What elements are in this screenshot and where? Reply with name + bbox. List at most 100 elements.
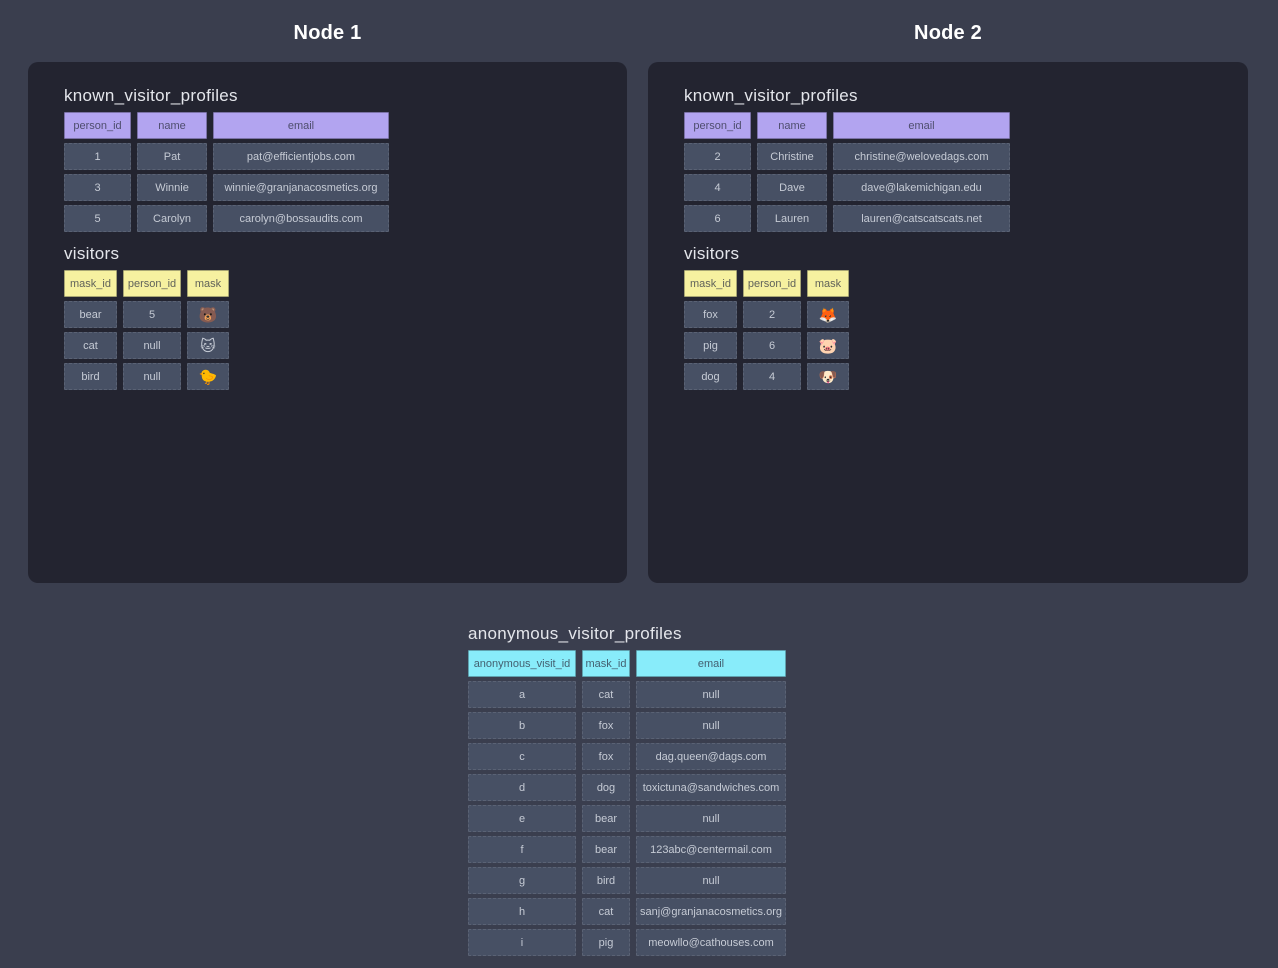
table-cell: bird [582, 867, 630, 894]
table-header-row: mask_id person_id mask [684, 270, 1212, 297]
node-2-title: Node 2 [914, 22, 982, 44]
table-cell: bear [582, 836, 630, 863]
column-header-person_id: person_id [123, 270, 181, 297]
table-cell: Carolyn [137, 205, 207, 232]
table-cell: fox [684, 301, 737, 328]
visitors-title: visitors [684, 244, 740, 263]
column-header-mask: mask [187, 270, 229, 297]
table-row: pig 6 🐷 [684, 332, 1212, 359]
table-header-row: person_id name email [64, 112, 591, 139]
table-cell: 123abc@centermail.com [636, 836, 786, 863]
table-row: 1 Pat pat@efficientjobs.com [64, 143, 591, 170]
node-2-known-visitor-profiles-table: person_id name email 2 Christine christine@we… [684, 112, 1212, 232]
table-cell: bear [582, 805, 630, 832]
table-row: b fox null [468, 712, 786, 739]
known-visitor-profiles-title: known_visitor_profiles [684, 86, 858, 105]
table-row: bear 5 🐻 [64, 301, 591, 328]
column-header-mask_id: mask_id [684, 270, 737, 297]
table-header-row: mask_id person_id mask [64, 270, 591, 297]
table-cell: d [468, 774, 576, 801]
table-row: 2 Christine christine@welovedags.com [684, 143, 1212, 170]
table-cell: null [636, 867, 786, 894]
table-cell: 5 [123, 301, 181, 328]
column-header-name: name [757, 112, 827, 139]
table-cell: cat [582, 898, 630, 925]
mask-emoji-cell: 🐤 [187, 363, 229, 390]
anonymous-visitor-profiles-table: anonymous_visit_id mask_id email a cat null b f… [468, 650, 786, 956]
table-row: d dog toxictuna@sandwiches.com [468, 774, 786, 801]
table-row: c fox dag.queen@dags.com [468, 743, 786, 770]
column-header-person_id: person_id [684, 112, 751, 139]
table-cell: g [468, 867, 576, 894]
table-cell: christine@welovedags.com [833, 143, 1010, 170]
column-header-person_id: person_id [64, 112, 131, 139]
table-cell: cat [64, 332, 117, 359]
table-cell: pig [582, 929, 630, 956]
table-row: g bird null [468, 867, 786, 894]
mask-emoji-cell: 🐻 [187, 301, 229, 328]
table-row: 4 Dave dave@lakemichigan.edu [684, 174, 1212, 201]
node-2-visitors-table: mask_id person_id mask fox 2 🦊 pig 6 🐷 dog 4 🐶 [684, 270, 1212, 390]
node-1-title: Node 1 [293, 22, 362, 44]
column-header-mask: mask [807, 270, 849, 297]
table-cell: Pat [137, 143, 207, 170]
table-cell: null [123, 363, 181, 390]
node-1-visitors-table: mask_id person_id mask bear 5 🐻 cat null 🐱 bird nu… [64, 270, 591, 390]
table-cell: Lauren [757, 205, 827, 232]
known-visitor-profiles-title: known_visitor_profiles [64, 86, 238, 105]
table-row: 3 Winnie winnie@granjanacosmetics.org [64, 174, 591, 201]
table-cell: dog [684, 363, 737, 390]
table-row: f bear 123abc@centermail.com [468, 836, 786, 863]
anonymous-visitor-profiles-section: anonymous_visitor_profiles anonymous_vis… [468, 624, 786, 960]
table-cell: 6 [743, 332, 801, 359]
mask-emoji-cell: 🦊 [807, 301, 849, 328]
table-cell: 2 [684, 143, 751, 170]
table-cell: null [636, 681, 786, 708]
column-header-person_id: person_id [743, 270, 801, 297]
table-cell: e [468, 805, 576, 832]
column-header-email: email [636, 650, 786, 677]
table-header-row: anonymous_visit_id mask_id email [468, 650, 786, 677]
table-cell: Christine [757, 143, 827, 170]
node-1-known-visitor-profiles-table: person_id name email 1 Pat pat@efficientjobs.… [64, 112, 591, 232]
table-cell: 4 [743, 363, 801, 390]
table-cell: f [468, 836, 576, 863]
table-row: 6 Lauren lauren@catscatscats.net [684, 205, 1212, 232]
anonymous-visitor-profiles-title: anonymous_visitor_profiles [468, 624, 682, 643]
table-cell: winnie@granjanacosmetics.org [213, 174, 389, 201]
table-cell: c [468, 743, 576, 770]
table-cell: h [468, 898, 576, 925]
table-cell: toxictuna@sandwiches.com [636, 774, 786, 801]
table-cell: null [636, 805, 786, 832]
table-cell: sanj@granjanacosmetics.org [636, 898, 786, 925]
node-2-panel: known_visitor_profiles person_id name emai… [648, 62, 1248, 583]
table-cell: a [468, 681, 576, 708]
table-cell: 4 [684, 174, 751, 201]
table-cell: dog [582, 774, 630, 801]
table-cell: fox [582, 743, 630, 770]
table-cell: bird [64, 363, 117, 390]
table-row: fox 2 🦊 [684, 301, 1212, 328]
table-cell: i [468, 929, 576, 956]
mask-emoji-cell: 🐶 [807, 363, 849, 390]
table-cell: null [123, 332, 181, 359]
table-cell: meowllo@cathouses.com [636, 929, 786, 956]
table-cell: pig [684, 332, 737, 359]
mask-emoji-cell: 🐷 [807, 332, 849, 359]
table-cell: 5 [64, 205, 131, 232]
mask-emoji-cell: 🐱 [187, 332, 229, 359]
table-cell: 2 [743, 301, 801, 328]
table-row: cat null 🐱 [64, 332, 591, 359]
column-header-anonymous_visit_id: anonymous_visit_id [468, 650, 576, 677]
table-row: h cat sanj@granjanacosmetics.org [468, 898, 786, 925]
table-cell: dave@lakemichigan.edu [833, 174, 1010, 201]
table-row: i pig meowllo@cathouses.com [468, 929, 786, 956]
column-header-email: email [833, 112, 1010, 139]
table-cell: Winnie [137, 174, 207, 201]
table-cell: b [468, 712, 576, 739]
table-cell: 1 [64, 143, 131, 170]
table-cell: null [636, 712, 786, 739]
table-row: bird null 🐤 [64, 363, 591, 390]
node-1-panel: known_visitor_profiles person_id name emai… [28, 62, 627, 583]
